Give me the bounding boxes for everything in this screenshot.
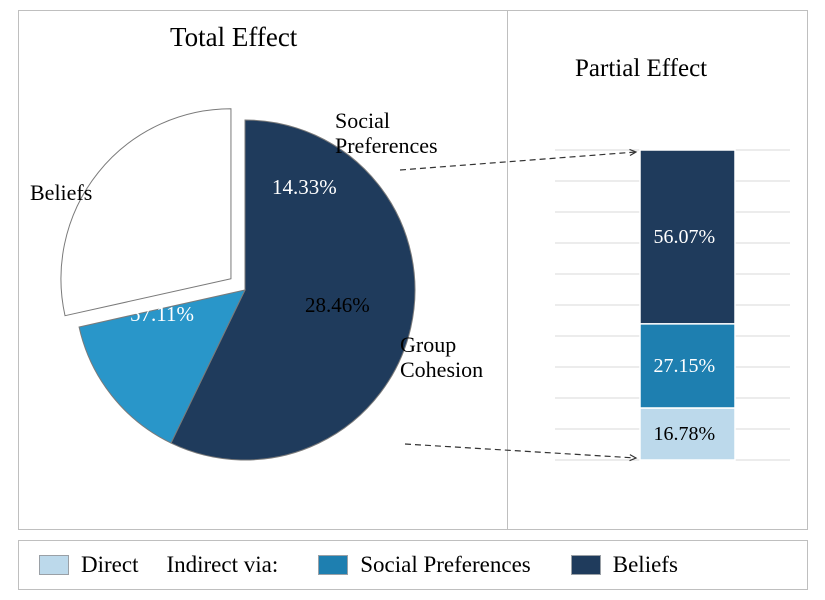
connector-line [405, 444, 636, 458]
legend-label-indirect-via: Indirect via: [166, 552, 278, 578]
chart-svg [0, 0, 825, 540]
label-group-cohesion-l1: Group [400, 332, 456, 357]
legend-swatch-direct [39, 555, 69, 575]
label-beliefs: Beliefs [30, 180, 92, 205]
pct-social-preferences: 14.33% [272, 175, 337, 200]
legend-label-social-preferences: Social Preferences [360, 552, 531, 578]
label-group-cohesion: Group Cohesion [400, 332, 483, 383]
pct-bar-beliefs: 56.07% [654, 226, 716, 249]
label-social-preferences-l1: Social [335, 108, 390, 133]
pct-bar-social-preferences: 27.15% [654, 355, 716, 378]
legend: Direct Indirect via: Social Preferences … [18, 540, 808, 590]
stacked-bar [640, 150, 735, 460]
label-social-preferences-l2: Preferences [335, 133, 438, 158]
pct-beliefs: 57.11% [130, 302, 194, 327]
legend-swatch-social-preferences [318, 555, 348, 575]
legend-label-direct: Direct [81, 552, 138, 578]
pie-chart [61, 109, 415, 460]
chart-root: Total Effect Partial Effect Beliefs Soci… [0, 0, 825, 600]
label-social-preferences: Social Preferences [335, 108, 438, 159]
legend-swatch-beliefs [571, 555, 601, 575]
legend-label-beliefs: Beliefs [613, 552, 678, 578]
pct-bar-direct: 16.78% [654, 423, 716, 446]
pct-group-cohesion: 28.46% [305, 293, 370, 318]
pie-slice-group_cohesion [61, 109, 231, 316]
label-group-cohesion-l2: Cohesion [400, 357, 483, 382]
